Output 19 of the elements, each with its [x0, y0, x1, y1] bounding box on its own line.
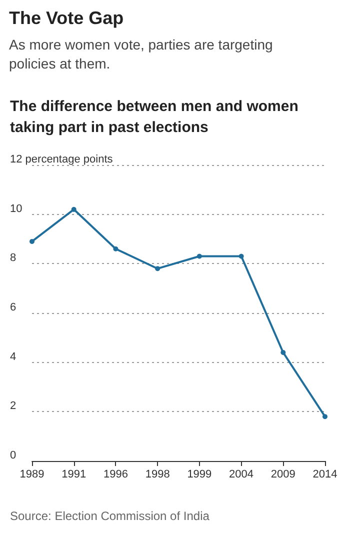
y-tick-label: 8: [10, 252, 16, 264]
y-tick-label: 4: [10, 350, 16, 363]
x-tick-label: 2014: [312, 468, 338, 480]
y-tick-label: 10: [10, 202, 22, 215]
x-tick-label: 1996: [103, 468, 128, 480]
y-tick-label: 0: [10, 450, 16, 462]
x-tick-label: 2009: [270, 468, 296, 480]
x-tick-label: 2004: [229, 468, 254, 480]
y-tick-label: 6: [10, 302, 16, 314]
y-tick-label: 12 percentage points: [10, 154, 114, 166]
chart-subtitle: As more women vote, parties are targeting policies at them.: [9, 36, 277, 72]
x-tick-label: 1991: [62, 468, 86, 480]
text: The difference between men and women taking part in past elections: [10, 98, 303, 136]
x-tick-label: 1998: [145, 468, 170, 480]
chart-title: The Vote Gap: [9, 8, 124, 28]
x-tick-label: 1989: [20, 468, 44, 480]
y-tick-label: 2: [10, 400, 16, 412]
source-note: Source: Election Commission of India: [10, 509, 210, 523]
x-tick-label: 1999: [187, 468, 212, 480]
